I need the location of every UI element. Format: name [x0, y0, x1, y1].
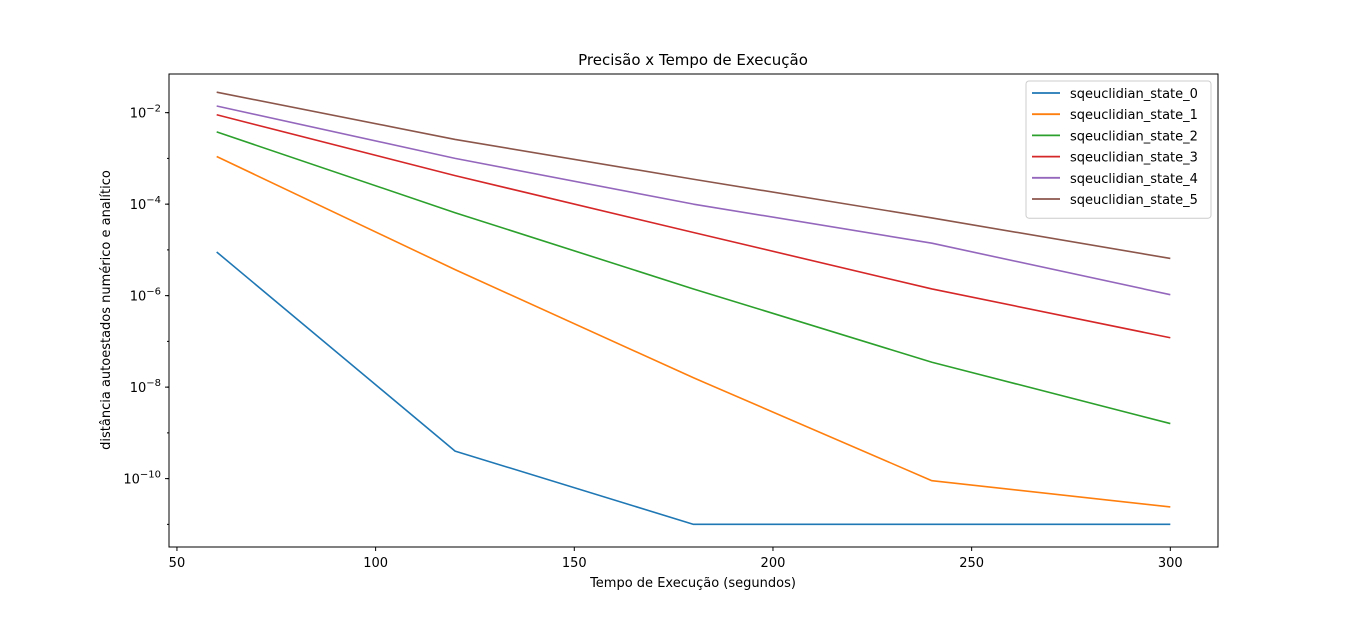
y-tick-label: 10−4: [130, 195, 161, 213]
series-line-5: [216, 91, 1171, 260]
legend-label: sqeuclidian_state_3: [1070, 151, 1198, 166]
legend-label: sqeuclidian_state_5: [1070, 193, 1198, 208]
x-tick-label: 50: [169, 556, 186, 571]
plot-frame: [168, 73, 1219, 548]
x-axis-ticks: 50 100 150 200 250 300: [169, 547, 1183, 571]
legend-label: sqeuclidian_state_1: [1070, 108, 1198, 123]
y-axis-label: distância autoestados numérico e analíti…: [99, 170, 114, 450]
legend-box: [1025, 80, 1212, 219]
data-lines: [216, 91, 1171, 526]
chart-title: Precisão x Tempo de Execução: [578, 51, 808, 69]
x-tick-label: 250: [959, 556, 984, 571]
series-line-3: [216, 113, 1171, 339]
y-tick-label: 10−6: [130, 287, 161, 305]
x-tick-label: 150: [562, 556, 587, 571]
y-tick-label: 10−10: [123, 470, 161, 488]
y-axis-ticks: 10−2 10−4 10−6 10−8 10−10: [123, 104, 169, 525]
series-line-1: [216, 155, 1171, 508]
legend: sqeuclidian_state_0 sqeuclidian_state_1sq…: [1025, 80, 1212, 219]
legend-label: sqeuclidian_state_4: [1070, 172, 1198, 187]
legend-label: sqeuclidian_state_2: [1070, 129, 1198, 144]
series-line-2: [216, 131, 1171, 425]
x-tick-label: 100: [363, 556, 388, 571]
series-line-4: [216, 105, 1171, 296]
y-tick-label: 10−8: [130, 378, 161, 396]
x-tick-label: 300: [1158, 556, 1183, 571]
legend-label: sqeuclidian_state_0: [1070, 87, 1198, 102]
x-axis-label: Tempo de Execução (segundos): [589, 576, 796, 591]
y-tick-label: 10−2: [130, 104, 161, 122]
series-line-0: [216, 251, 1171, 526]
x-tick-label: 200: [761, 556, 786, 571]
